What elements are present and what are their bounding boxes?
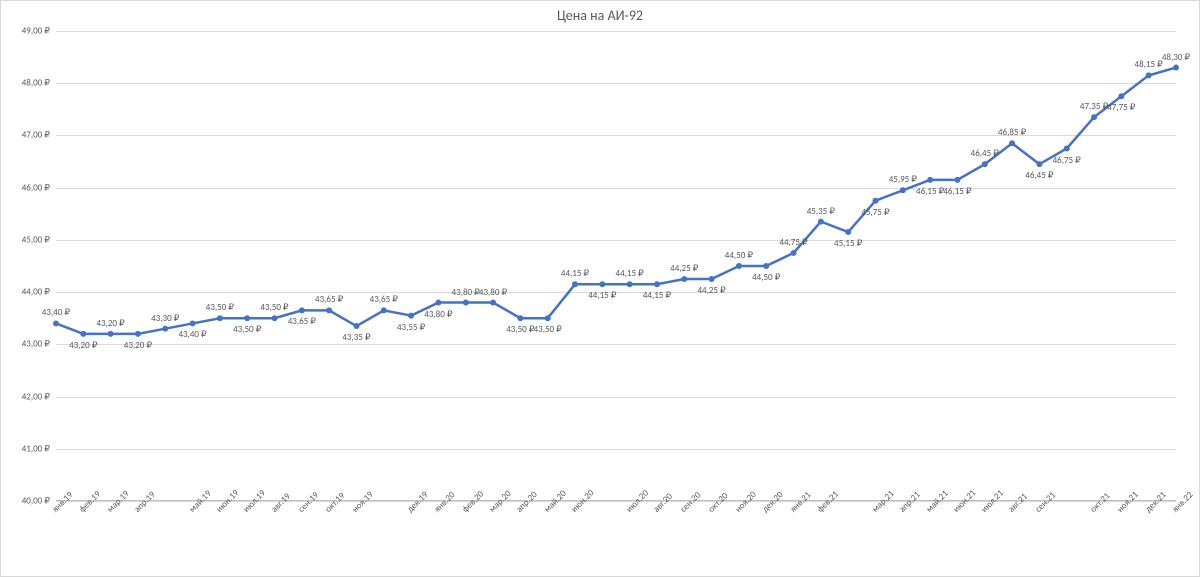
data-label: 44,15 ₽ <box>588 290 616 301</box>
data-label: 43,55 ₽ <box>397 322 425 333</box>
data-point <box>954 177 960 183</box>
data-label: 45,95 ₽ <box>889 174 917 185</box>
data-label: 43,80 ₽ <box>452 287 480 298</box>
y-tick-label: 42,00 ₽ <box>22 391 50 402</box>
data-point <box>709 276 715 282</box>
data-label: 45,75 ₽ <box>861 207 889 218</box>
data-label: 43,20 ₽ <box>124 340 152 351</box>
data-point <box>217 315 223 321</box>
y-tick-label: 40,00 ₽ <box>22 496 50 507</box>
data-point <box>190 320 196 326</box>
y-tick-label: 45,00 ₽ <box>22 234 50 245</box>
plot-area: 40,00 ₽41,00 ₽42,00 ₽43,00 ₽44,00 ₽45,00… <box>56 31 1176 501</box>
data-label: 46,15 ₽ <box>916 186 944 197</box>
data-point <box>1064 146 1070 152</box>
data-point <box>900 187 906 193</box>
data-point <box>490 300 496 306</box>
data-point <box>1118 93 1124 99</box>
chart-title: Цена на АИ-92 <box>1 7 1199 24</box>
data-label: 46,15 ₽ <box>943 186 971 197</box>
data-label: 43,65 ₽ <box>315 294 343 305</box>
y-tick-label: 48,00 ₽ <box>22 78 50 89</box>
data-point <box>1146 72 1152 78</box>
data-point <box>545 315 551 321</box>
data-point <box>517 315 523 321</box>
data-label: 46,45 ₽ <box>1025 170 1053 181</box>
data-label: 43,50 ₽ <box>206 302 234 313</box>
data-label: 43,50 ₽ <box>506 324 534 335</box>
data-point <box>818 219 824 225</box>
data-label: 44,75 ₽ <box>779 237 807 248</box>
y-tick-label: 44,00 ₽ <box>22 287 50 298</box>
data-label: 43,80 ₽ <box>424 309 452 320</box>
data-point <box>1173 65 1179 71</box>
data-label: 44,15 ₽ <box>616 268 644 279</box>
chart-container: Цена на АИ-92 40,00 ₽41,00 ₽42,00 ₽43,00… <box>0 0 1200 577</box>
data-point <box>162 326 168 332</box>
data-point <box>873 198 879 204</box>
series-line <box>56 31 1176 501</box>
data-label: 47,35 ₽ <box>1080 101 1108 112</box>
data-point <box>763 263 769 269</box>
data-point <box>791 250 797 256</box>
data-point <box>627 281 633 287</box>
data-point <box>982 161 988 167</box>
data-point <box>353 323 359 329</box>
data-label: 44,25 ₽ <box>670 263 698 274</box>
data-point <box>108 331 114 337</box>
data-point <box>408 313 414 319</box>
data-point <box>1036 161 1042 167</box>
data-point <box>272 315 278 321</box>
data-label: 46,85 ₽ <box>998 127 1026 138</box>
y-tick-label: 49,00 ₽ <box>22 26 50 37</box>
data-label: 44,15 ₽ <box>561 268 589 279</box>
data-point <box>381 307 387 313</box>
y-tick-label: 46,00 ₽ <box>22 182 50 193</box>
y-tick-label: 47,00 ₽ <box>22 130 50 141</box>
data-point <box>463 300 469 306</box>
data-label: 45,15 ₽ <box>834 238 862 249</box>
data-label: 45,35 ₽ <box>807 206 835 217</box>
x-tick-label: янв.19 <box>50 489 75 514</box>
data-point <box>435 300 441 306</box>
data-label: 43,40 ₽ <box>178 329 206 340</box>
data-point <box>1009 140 1015 146</box>
data-label: 43,50 ₽ <box>260 302 288 313</box>
data-point <box>599 281 605 287</box>
data-label: 46,45 ₽ <box>971 148 999 159</box>
data-label: 43,30 ₽ <box>151 313 179 324</box>
data-point <box>927 177 933 183</box>
data-label: 43,40 ₽ <box>42 307 70 318</box>
data-label: 44,50 ₽ <box>752 272 780 283</box>
y-tick-label: 41,00 ₽ <box>22 443 50 454</box>
data-label: 43,65 ₽ <box>370 294 398 305</box>
data-label: 43,20 ₽ <box>69 340 97 351</box>
data-label: 43,80 ₽ <box>479 287 507 298</box>
data-point <box>299 307 305 313</box>
data-label: 43,20 ₽ <box>96 318 124 329</box>
data-point <box>572 281 578 287</box>
data-label: 48,15 ₽ <box>1135 59 1163 70</box>
y-tick-label: 43,00 ₽ <box>22 339 50 350</box>
data-point <box>80 331 86 337</box>
data-label: 43,50 ₽ <box>233 324 261 335</box>
data-point <box>244 315 250 321</box>
data-label: 46,75 ₽ <box>1053 155 1081 166</box>
data-label: 44,15 ₽ <box>643 290 671 301</box>
data-label: 43,35 ₽ <box>342 332 370 343</box>
data-point <box>1091 114 1097 120</box>
data-point <box>736 263 742 269</box>
data-point <box>654 281 660 287</box>
data-point <box>135 331 141 337</box>
data-point <box>53 320 59 326</box>
data-label: 43,65 ₽ <box>288 316 316 327</box>
data-point <box>681 276 687 282</box>
data-point <box>845 229 851 235</box>
data-label: 44,25 ₽ <box>697 285 725 296</box>
data-label: 43,50 ₽ <box>534 324 562 335</box>
data-label: 47,75 ₽ <box>1107 102 1135 113</box>
data-label: 44,50 ₽ <box>725 250 753 261</box>
data-point <box>326 307 332 313</box>
data-label: 48,30 ₽ <box>1162 52 1190 63</box>
